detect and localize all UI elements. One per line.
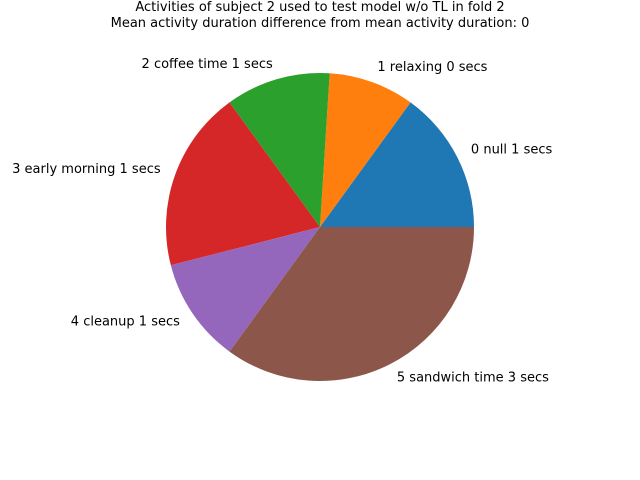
slice-label: 3 early morning 1 secs	[12, 162, 161, 177]
pie-slice	[320, 73, 411, 227]
chart-title: Activities of subject 2 used to test mod…	[135, 0, 504, 15]
pie-slices	[166, 73, 474, 381]
pie-labels: 0 null 1 secs 1 relaxing 0 secs 2 coffee t…	[12, 57, 552, 386]
slice-label: 5 sandwich time 3 secs	[397, 370, 549, 385]
slice-label: 4 cleanup 1 secs	[71, 315, 180, 330]
slice-label: 2 coffee time 1 secs	[142, 57, 273, 72]
pie-slice	[170, 227, 320, 352]
pie-slice	[229, 227, 474, 381]
pie-slice	[320, 102, 474, 227]
slice-label: 1 relaxing 0 secs	[377, 60, 487, 75]
chart-subtitle: Mean activity duration difference from m…	[111, 16, 530, 31]
pie-slice	[166, 102, 320, 266]
slice-label: 0 null 1 secs	[471, 143, 553, 158]
pie-slice	[229, 73, 330, 227]
